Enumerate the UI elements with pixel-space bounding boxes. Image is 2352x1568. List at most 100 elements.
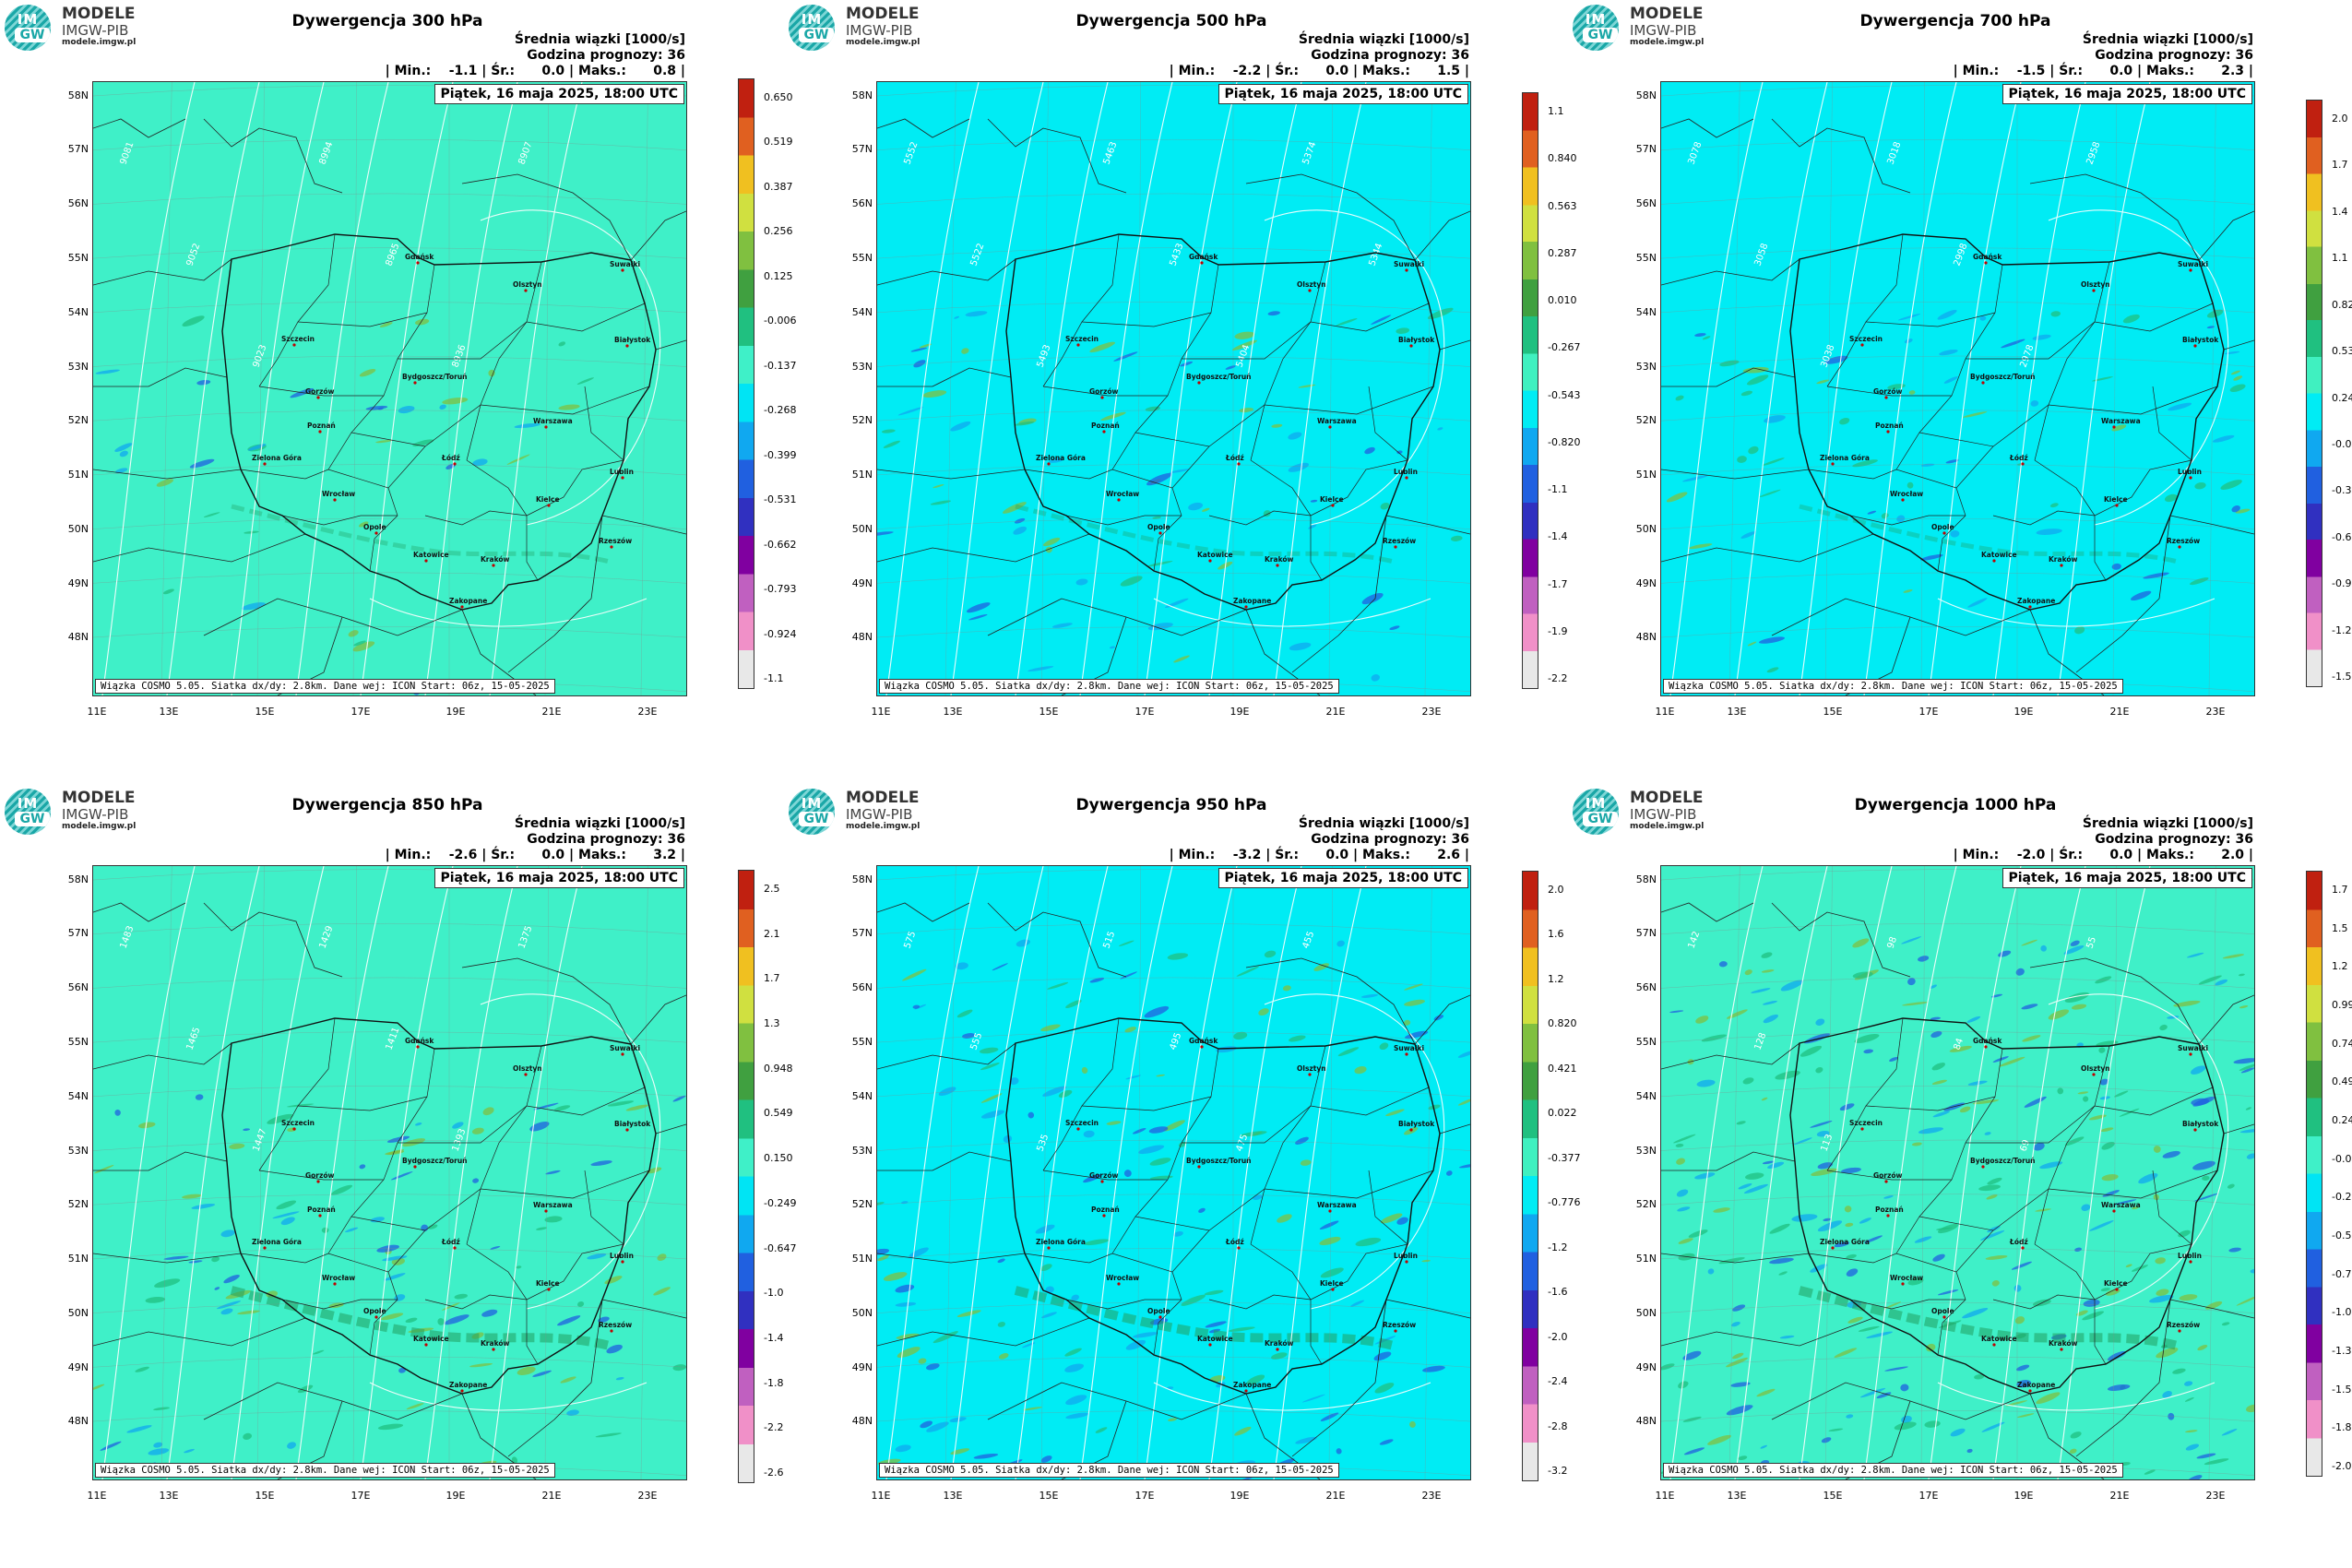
- field-blob: [1766, 667, 1779, 673]
- city-marker: [292, 1127, 296, 1131]
- mountain-band: [1014, 1286, 1396, 1350]
- city-marker: [2092, 289, 2096, 292]
- field-blob: [1945, 459, 1959, 464]
- field-blob: [1743, 1183, 1768, 1194]
- city-marker: [1901, 498, 1905, 502]
- longitude-line: [1424, 866, 1432, 1479]
- country-border: [1661, 469, 1810, 480]
- field-blob: [2144, 1469, 2156, 1475]
- city-label: Rzeszów: [1383, 1321, 1416, 1329]
- logo-mark-top: IM: [1585, 795, 1607, 812]
- latitude-line: [93, 977, 686, 989]
- latitude-line: [1661, 626, 2254, 638]
- city-marker: [2021, 462, 2025, 466]
- colorbar-tick-label: -2.8: [1548, 1420, 1568, 1432]
- field-blob: [2021, 1004, 2038, 1010]
- longitude-label: 19E: [1229, 1490, 1250, 1502]
- latitude-label: 54N: [67, 306, 89, 318]
- field-blob: [1239, 408, 1254, 413]
- latitude-label: 55N: [1635, 252, 1657, 264]
- contour-label: 8965: [384, 242, 401, 267]
- latitude-line: [1661, 572, 2254, 584]
- city-label: Białystok: [614, 336, 651, 344]
- field-blob: [2238, 973, 2245, 977]
- field-blob: [1084, 1239, 1110, 1246]
- field-blob: [1404, 983, 1423, 991]
- field-blob: [220, 1229, 235, 1238]
- field-blob: [482, 1107, 494, 1116]
- longitude-label: 13E: [159, 1490, 179, 1502]
- field-blob: [590, 1160, 612, 1167]
- longitude-label: 21E: [541, 1490, 562, 1502]
- field-blob: [1350, 1300, 1365, 1307]
- colorbar-tick-label: 1.3: [764, 1017, 780, 1029]
- latitude-line: [877, 355, 1470, 367]
- field-blob: [545, 1170, 561, 1175]
- city-marker: [292, 343, 296, 347]
- latitude-line: [1661, 922, 2254, 934]
- city-label: Opole: [1931, 523, 1954, 531]
- city-label: Zakopane: [2017, 597, 2055, 605]
- city-marker: [424, 1343, 428, 1347]
- imgw-logo-mark: IM GW: [1573, 5, 1619, 51]
- field-blob: [2191, 1065, 2206, 1075]
- colorbar-tick-label: 0.650: [764, 91, 793, 103]
- longitude-label: 11E: [871, 1490, 891, 1502]
- field-blob: [1943, 1102, 1966, 1111]
- field-blob: [1336, 1448, 1342, 1455]
- field-blob: [2215, 979, 2228, 986]
- field-blob: [966, 602, 991, 613]
- voivodeship-border: [297, 312, 428, 327]
- voivodeship-border: [1895, 264, 2003, 470]
- longitude-label: 11E: [87, 1490, 107, 1502]
- field-blob: [1288, 432, 1302, 440]
- longitude-label: 23E: [1421, 1490, 1442, 1502]
- poland-border: [1005, 233, 1441, 611]
- city-marker: [544, 425, 548, 429]
- latitude-label: 57N: [1635, 927, 1657, 939]
- city-label: Gdańsk: [1973, 1037, 2002, 1045]
- city-label: Kraków: [2049, 555, 2078, 564]
- imgw-logo: IM GW MODELE IMGW-PIB modele.imgw.pl: [5, 5, 161, 51]
- country-border: [2075, 1299, 2171, 1457]
- field-blob: [912, 1004, 921, 1009]
- contour-line: [950, 866, 1044, 1479]
- city-marker: [413, 381, 417, 385]
- city-marker: [1276, 1348, 1279, 1351]
- field-blob: [1013, 526, 1028, 535]
- panel-title: Dywergencja 300 hPa: [291, 12, 483, 30]
- field-blob: [1045, 1286, 1054, 1293]
- field-blob: [1125, 1075, 1142, 1080]
- country-border: [655, 1123, 686, 1134]
- voivodeship-border: [1182, 303, 1430, 360]
- field-blob: [516, 1265, 522, 1269]
- field-blob: [625, 1104, 648, 1111]
- logo-line-2: IMGW-PIB: [1630, 22, 1697, 39]
- field-blob: [1678, 1381, 1689, 1389]
- city-marker: [2028, 605, 2032, 609]
- longitude-label: 15E: [255, 706, 275, 718]
- forecast-panel: IM GW MODELE IMGW-PIB modele.imgw.pl Dywergen…: [784, 0, 1580, 784]
- field-blob: [926, 1363, 940, 1371]
- field-blob: [1748, 445, 1759, 455]
- field-blob: [2235, 508, 2251, 514]
- city-label: Lublin: [2178, 468, 2202, 476]
- field-blob: [1864, 1235, 1883, 1243]
- field-blob: [1932, 1111, 1951, 1118]
- latitude-label: 53N: [851, 361, 873, 373]
- field-blob: [1014, 517, 1026, 524]
- field-blob: [1985, 1254, 2008, 1260]
- field-blob: [1167, 1418, 1177, 1421]
- city-marker: [1158, 531, 1162, 535]
- latitude-line: [93, 138, 686, 150]
- city-marker: [333, 1282, 337, 1286]
- field-blob: [949, 1417, 967, 1423]
- voivodeship-border: [584, 1170, 624, 1245]
- city-label: Gdańsk: [405, 253, 434, 261]
- field-blob: [938, 1087, 956, 1097]
- field-blob: [1152, 516, 1161, 519]
- field-blob: [2071, 1004, 2087, 1010]
- city-label: Zakopane: [1233, 1381, 1271, 1389]
- field-blob: [576, 377, 594, 385]
- latitude-line: [877, 1139, 1470, 1151]
